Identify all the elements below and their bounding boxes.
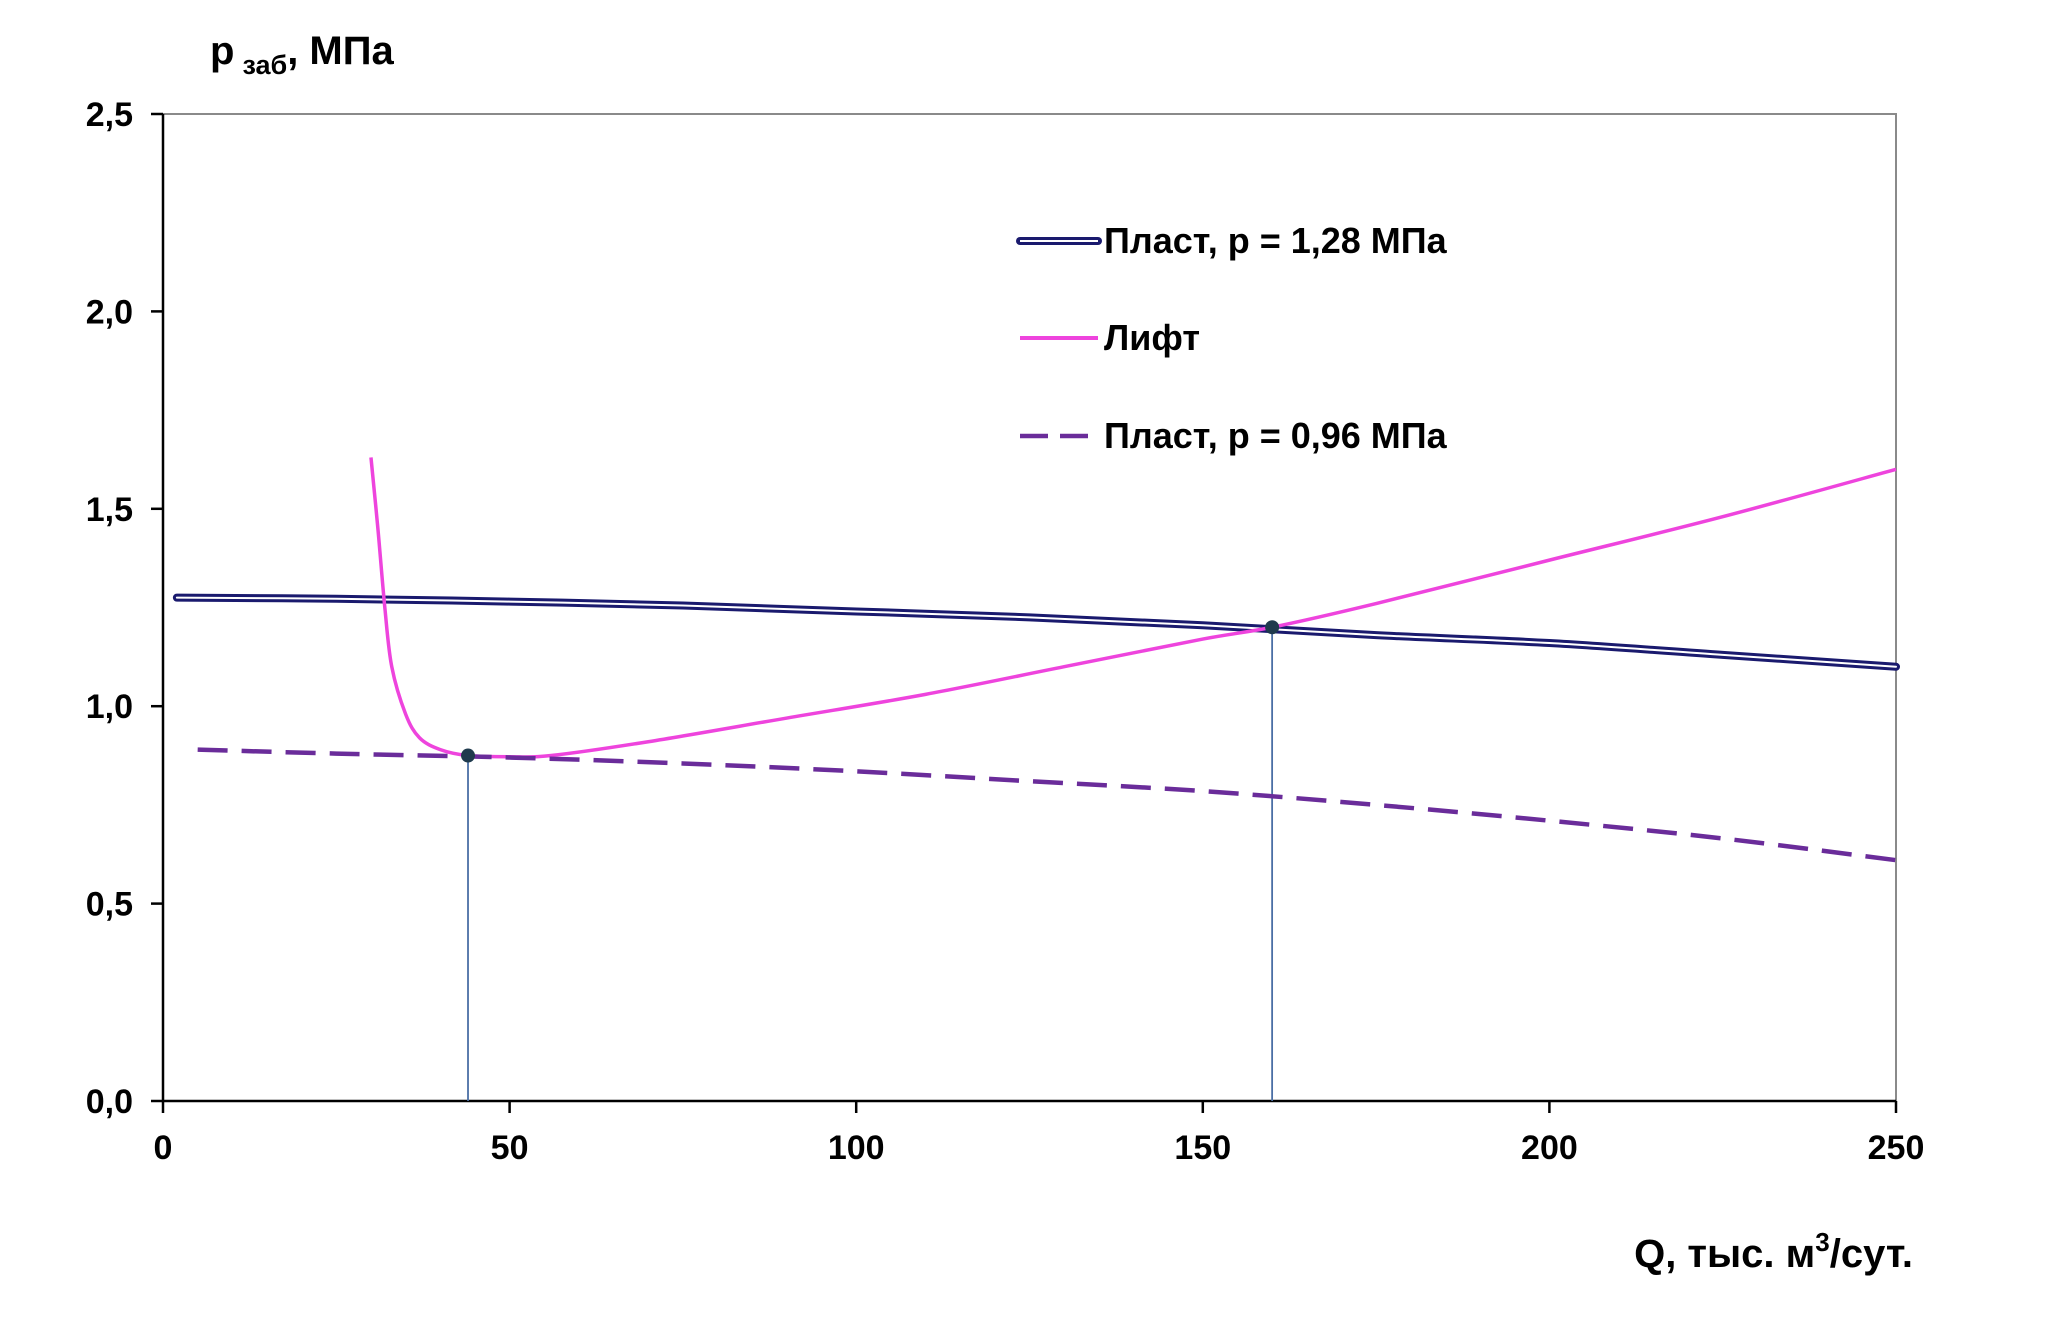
drop-lines-layer: [467, 627, 1274, 1101]
x-tick-label: 200: [1521, 1129, 1578, 1167]
legend-label-series-lift: Лифт: [1104, 317, 1200, 358]
series-layer: [172, 457, 1900, 863]
series-plast-0-96-line: [197, 747, 1897, 863]
x-axis-label: Q, тыс. м3/сут.: [1634, 1227, 1913, 1276]
series-plast-1-28-line-highlight: [175, 596, 1897, 668]
x-tick-label: 50: [491, 1129, 529, 1167]
y-axis-label-unit: , МПа: [287, 29, 394, 73]
y-tick-label: 1,0: [86, 688, 133, 726]
series-plast-1-28-line: [172, 593, 1900, 671]
x-axis-label-main: Q, тыс. м: [1634, 1232, 1815, 1276]
legend-label-series-plast-1-28: Пласт, p = 1,28 МПа: [1104, 220, 1448, 261]
legend-label-series-plast-0-96: Пласт, p = 0,96 МПа: [1104, 415, 1448, 456]
intersection-point: [1265, 620, 1280, 635]
y-axis-label-main: p: [210, 29, 234, 73]
x-tick-label: 150: [1174, 1129, 1231, 1167]
y-tick-label: 0,0: [86, 1083, 133, 1121]
x-tick-label: 250: [1868, 1129, 1925, 1167]
y-tick-label: 1,5: [86, 491, 133, 529]
plot-area: [162, 113, 1897, 1102]
y-axis-label-sub: заб: [242, 50, 287, 80]
ticks-layer: 0 50 100 150 200 250 0,0 0,5 1,0 1,5 2,0 2,5: [86, 96, 1925, 1167]
series-lift-line: [369, 457, 1897, 759]
y-axis-label: p заб, МПа: [210, 29, 395, 80]
x-tick-label: 100: [828, 1129, 885, 1167]
y-tick-label: 0,5: [86, 886, 133, 924]
x-axis-label-sup: 3: [1815, 1227, 1829, 1257]
y-tick-label: 2,0: [86, 293, 133, 331]
x-tick-label: 0: [154, 1129, 173, 1167]
x-axis-label-tail: /сут.: [1830, 1232, 1913, 1276]
y-tick-label: 2,5: [86, 96, 133, 134]
legend: Пласт, p = 1,28 МПа Лифт Пласт, p = 0,96 М…: [1016, 220, 1448, 456]
markers-layer: [461, 620, 1280, 763]
intersection-point: [461, 748, 476, 763]
